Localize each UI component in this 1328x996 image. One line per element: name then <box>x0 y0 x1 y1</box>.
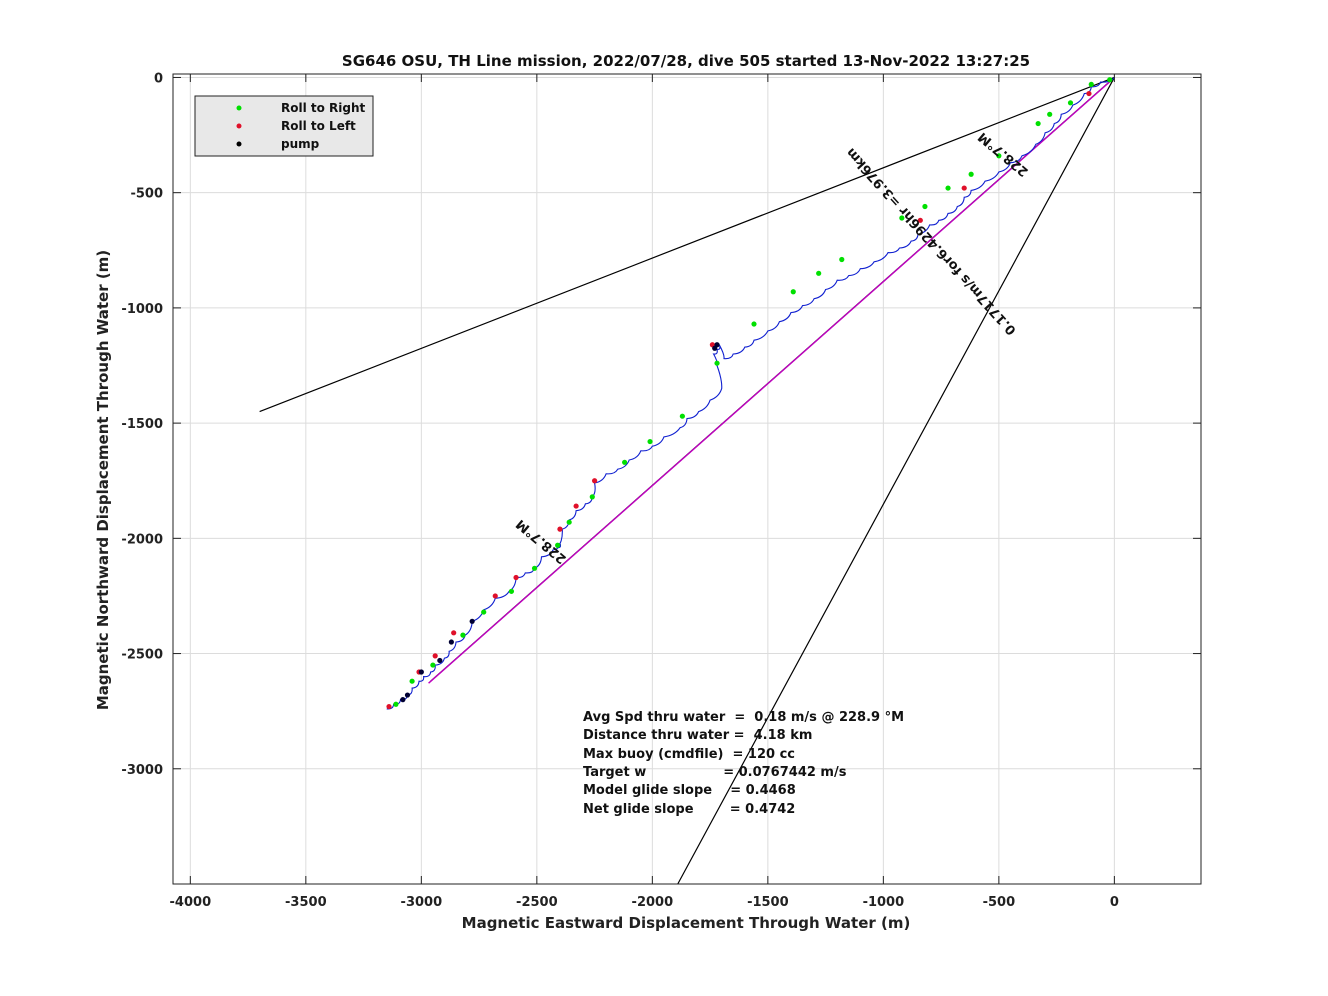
roll-right-point <box>751 321 757 327</box>
roll-left-point <box>386 703 392 710</box>
stat-model-glide: Model glide slope = 0.4468 <box>583 783 796 798</box>
roll-right-point <box>790 289 796 295</box>
legend: Roll to Right Roll to Left pump <box>194 95 374 157</box>
roll-right-point <box>922 203 928 210</box>
y-axis-title: Magnetic Northward Displacement Through … <box>94 250 112 710</box>
x-axis-title: Magnetic Eastward Displacement Through W… <box>462 914 911 932</box>
track-line <box>386 77 1115 710</box>
legend-label-pump: pump <box>281 137 320 151</box>
roll-right-point <box>1088 81 1094 87</box>
stats-block: Avg Spd thru water = 0.18 m/s @ 228.9 °M… <box>583 710 904 817</box>
glider-track <box>386 77 1115 710</box>
roll-right-point <box>481 609 487 615</box>
x-tick-label: -1500 <box>747 895 789 910</box>
roll-left-point <box>492 593 498 599</box>
roll-left-point <box>513 574 519 581</box>
roll-right-point <box>968 171 974 177</box>
roll-right-point <box>531 565 538 571</box>
y-tick-label: -2500 <box>121 648 163 663</box>
pump-point <box>418 669 424 675</box>
x-tick-label: -2500 <box>516 895 558 910</box>
roll-left-point <box>917 217 923 223</box>
roll-right-point <box>1107 77 1113 83</box>
roll-right-point <box>508 588 515 594</box>
x-tick-label: -500 <box>983 895 1016 910</box>
x-tick-label: -3000 <box>401 895 443 910</box>
y-tick-label: -1000 <box>121 302 163 317</box>
stat-distance: Distance thru water = 4.18 km <box>583 728 812 743</box>
stat-max-buoy: Max buoy (cmdfile) = 120 cc <box>583 747 795 762</box>
roll-left-point <box>432 653 438 659</box>
roll-right-point <box>589 494 595 500</box>
legend-box <box>194 95 374 157</box>
x-tick-label: -4000 <box>170 895 212 910</box>
roll-right-point <box>409 678 415 684</box>
roll-left-point <box>573 503 579 509</box>
roll-right-point <box>996 153 1002 159</box>
roll-right-point <box>430 662 436 668</box>
pump-point <box>469 618 475 624</box>
pump-point <box>404 692 411 698</box>
roll-right-point <box>1047 111 1053 117</box>
y-tick-label: -1500 <box>121 417 163 432</box>
pump-point <box>712 345 718 351</box>
stat-avg-speed: Avg Spd thru water = 0.18 m/s @ 228.9 °M <box>583 710 904 725</box>
roll-right-point <box>555 542 561 548</box>
legend-label-roll-left: Roll to Left <box>281 119 356 133</box>
roll-right-point <box>714 360 720 366</box>
x-tick-label: -2000 <box>632 895 674 910</box>
grid <box>173 74 1201 884</box>
y-tick-label: -500 <box>130 187 163 202</box>
y-tick-label: -2000 <box>121 532 163 547</box>
roll-right-point <box>816 270 822 276</box>
roll-right-point <box>839 256 845 263</box>
pump-point <box>448 639 454 645</box>
y-tick-label: -3000 <box>121 763 163 778</box>
roll-right-point <box>1035 120 1041 127</box>
markers <box>386 77 1113 710</box>
roll-left-point <box>961 185 967 191</box>
stat-target-w: Target w = 0.0767442 m/s <box>583 765 847 780</box>
legend-marker-pump <box>236 141 242 147</box>
roll-right-point <box>899 215 905 221</box>
y-tick-label: 0 <box>154 71 163 86</box>
roll-right-point <box>945 185 951 191</box>
ticks: -4000 -3500 -3000 -2500 -2000 -1500 -1000 -500 0… <box>121 71 1201 910</box>
roll-left-point <box>1086 90 1092 97</box>
roll-right-point <box>1067 100 1074 106</box>
roll-right-point <box>647 438 653 445</box>
roll-right-point <box>566 519 572 525</box>
current-vector-line <box>428 78 1113 684</box>
heading-cone-line <box>259 76 1115 413</box>
heading-cone-line <box>677 77 1115 885</box>
pump-point <box>400 697 406 703</box>
roll-right-point <box>460 632 466 638</box>
roll-left-point <box>451 630 457 636</box>
x-tick-label: 0 <box>1110 895 1119 910</box>
x-tick-label: -3500 <box>285 895 327 910</box>
stat-net-glide: Net glide slope = 0.4742 <box>583 802 795 817</box>
roll-right-point <box>393 701 399 707</box>
legend-marker-roll-right <box>236 105 242 111</box>
roll-left-point <box>557 526 563 532</box>
roll-right-point <box>622 459 628 465</box>
legend-label-roll-right: Roll to Right <box>281 101 366 115</box>
x-tick-label: -1000 <box>863 895 905 910</box>
roll-right-point <box>679 413 685 419</box>
heading-cone <box>259 76 1115 885</box>
plot-frame <box>172 73 1202 885</box>
roll-left-point <box>591 478 598 484</box>
pump-point <box>437 657 443 664</box>
chart-title: SG646 OSU, TH Line mission, 2022/07/28, … <box>342 52 1030 70</box>
legend-marker-roll-left <box>236 123 242 129</box>
